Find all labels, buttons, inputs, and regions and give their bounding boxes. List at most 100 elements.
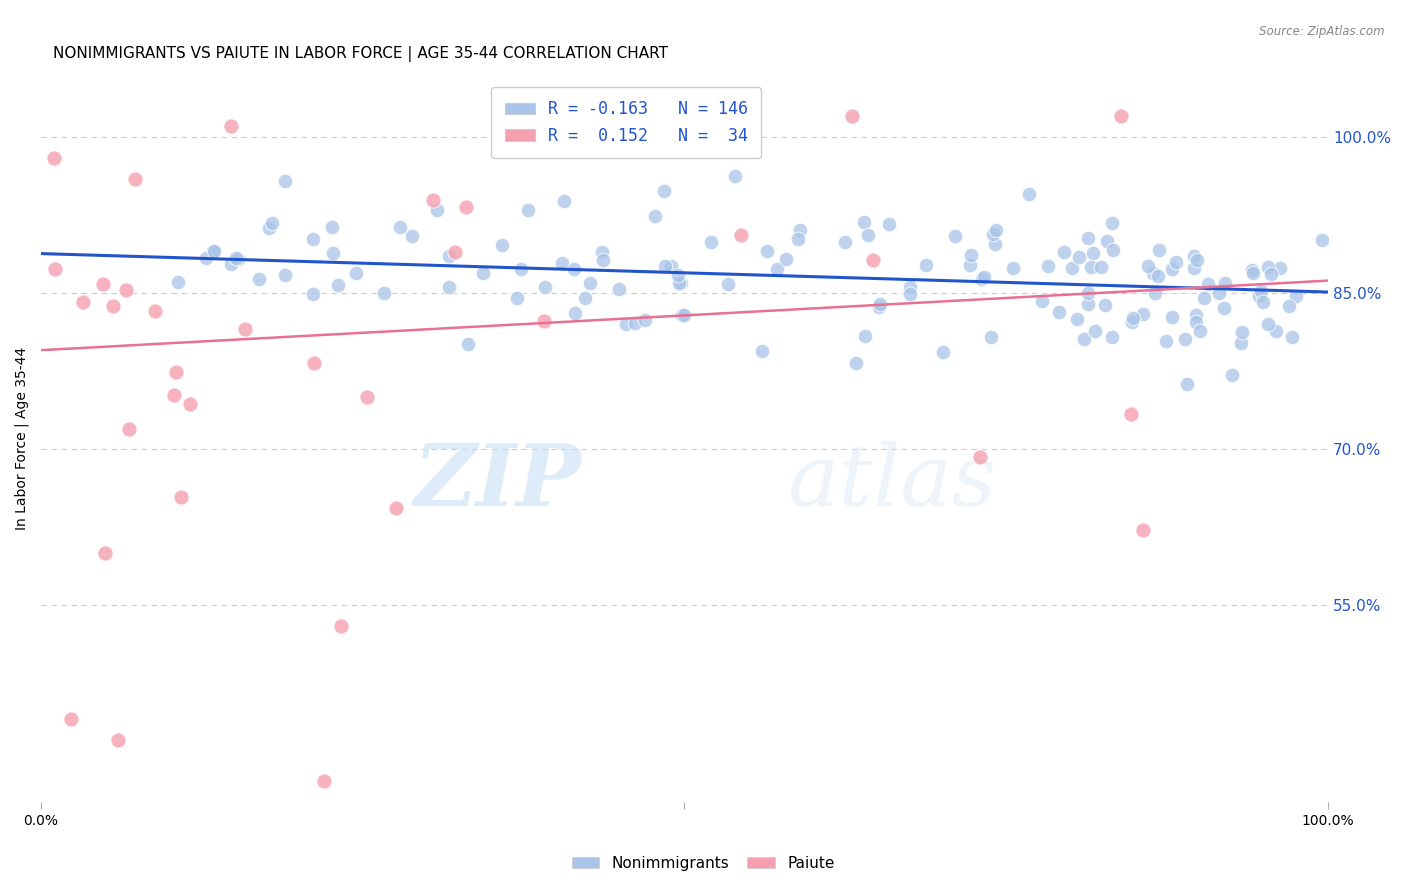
Point — [841, 110, 863, 124]
Point — [44, 262, 66, 277]
Point — [1102, 244, 1125, 258]
Point — [1143, 285, 1166, 300]
Point — [624, 316, 647, 330]
Point — [247, 271, 270, 285]
Point — [1066, 312, 1088, 326]
Point — [1122, 310, 1144, 325]
Point — [853, 329, 876, 343]
Point — [1146, 269, 1168, 284]
Point — [756, 244, 779, 258]
Point — [1281, 330, 1303, 344]
Point — [273, 268, 295, 282]
Point — [1213, 277, 1236, 291]
Point — [1080, 260, 1102, 274]
Point — [321, 219, 343, 234]
Point — [1251, 294, 1274, 309]
Legend: Nonimmigrants, Paiute: Nonimmigrants, Paiute — [565, 850, 841, 877]
Point — [103, 299, 125, 313]
Legend: R = -0.163   N = 146, R =  0.152   N =  34: R = -0.163 N = 146, R = 0.152 N = 34 — [492, 87, 762, 158]
Point — [1310, 233, 1333, 247]
Point — [877, 217, 900, 231]
Point — [422, 193, 444, 207]
Point — [1192, 291, 1215, 305]
Point — [1047, 304, 1070, 318]
Point — [1174, 332, 1197, 346]
Point — [437, 280, 460, 294]
Point — [167, 276, 190, 290]
Point — [1270, 260, 1292, 275]
Point — [1132, 524, 1154, 538]
Point — [326, 278, 349, 293]
Point — [1077, 231, 1099, 245]
Point — [943, 229, 966, 244]
Point — [124, 171, 146, 186]
Point — [454, 200, 477, 214]
Point — [533, 314, 555, 328]
Point — [1154, 334, 1177, 348]
Point — [1081, 246, 1104, 260]
Point — [60, 712, 83, 726]
Text: Source: ZipAtlas.com: Source: ZipAtlas.com — [1260, 25, 1385, 38]
Point — [516, 202, 538, 217]
Point — [202, 244, 225, 258]
Text: atlas: atlas — [787, 441, 997, 524]
Point — [346, 266, 368, 280]
Point — [1185, 315, 1208, 329]
Text: ZIP: ZIP — [413, 441, 581, 524]
Point — [1164, 255, 1187, 269]
Point — [1053, 245, 1076, 260]
Point — [1185, 308, 1208, 322]
Point — [1182, 261, 1205, 276]
Point — [700, 235, 723, 250]
Point — [1189, 324, 1212, 338]
Point — [273, 174, 295, 188]
Point — [1220, 368, 1243, 382]
Point — [163, 388, 186, 402]
Point — [143, 304, 166, 318]
Point — [1241, 266, 1264, 280]
Point — [1090, 260, 1112, 274]
Point — [1147, 243, 1170, 257]
Point — [717, 277, 740, 291]
Point — [1182, 249, 1205, 263]
Point — [373, 286, 395, 301]
Point — [984, 223, 1007, 237]
Point — [225, 251, 247, 265]
Point — [235, 321, 257, 335]
Point — [1208, 285, 1230, 300]
Point — [1101, 330, 1123, 344]
Point — [564, 306, 586, 320]
Point — [862, 253, 884, 268]
Point — [787, 232, 810, 246]
Point — [1084, 324, 1107, 338]
Point — [1185, 253, 1208, 268]
Point — [970, 272, 993, 286]
Point — [845, 356, 868, 370]
Point — [322, 245, 344, 260]
Point — [170, 490, 193, 504]
Point — [1142, 266, 1164, 280]
Point — [1101, 216, 1123, 230]
Point — [607, 282, 630, 296]
Point — [673, 308, 696, 322]
Point — [1018, 187, 1040, 202]
Point — [775, 252, 797, 266]
Point — [724, 169, 747, 183]
Point — [1247, 289, 1270, 303]
Point — [115, 283, 138, 297]
Point — [1232, 325, 1254, 339]
Point — [534, 280, 557, 294]
Point — [578, 277, 600, 291]
Point — [437, 249, 460, 263]
Point — [1121, 315, 1143, 329]
Point — [669, 276, 692, 290]
Point — [562, 261, 585, 276]
Point — [457, 337, 479, 351]
Point — [329, 618, 352, 632]
Point — [983, 227, 1005, 241]
Point — [654, 259, 676, 273]
Point — [1002, 260, 1025, 275]
Point — [969, 450, 991, 465]
Point — [932, 345, 955, 359]
Point — [1250, 285, 1272, 299]
